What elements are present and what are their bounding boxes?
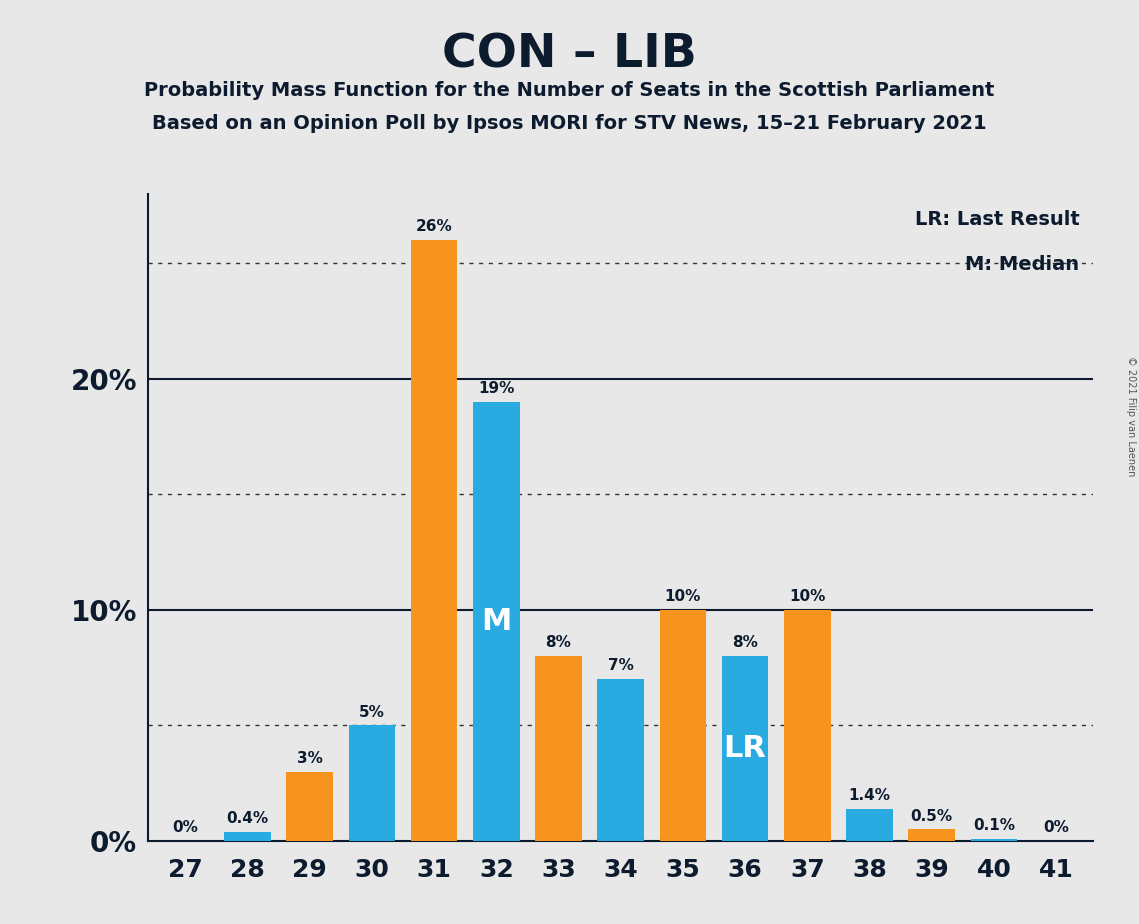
Text: 1.4%: 1.4% [849,788,891,803]
Bar [598,679,644,841]
Text: 0.1%: 0.1% [973,818,1015,833]
Text: 0%: 0% [1043,821,1070,835]
Bar [535,656,582,841]
Text: 10%: 10% [789,590,826,604]
Text: 5%: 5% [359,705,385,720]
Text: M: M [481,607,511,636]
Text: 19%: 19% [478,382,515,396]
Text: 0.4%: 0.4% [227,811,269,826]
Text: LR: LR [723,734,767,763]
Text: CON – LIB: CON – LIB [442,32,697,78]
Text: 0%: 0% [172,821,198,835]
Bar [473,402,519,841]
Bar [784,610,830,841]
Bar [659,610,706,841]
Text: 10%: 10% [665,590,702,604]
Bar [411,240,458,841]
Text: Probability Mass Function for the Number of Seats in the Scottish Parliament: Probability Mass Function for the Number… [145,81,994,101]
Bar [846,808,893,841]
Text: 7%: 7% [608,659,633,674]
Text: © 2021 Filip van Laenen: © 2021 Filip van Laenen [1126,356,1136,476]
Text: 3%: 3% [297,751,322,766]
Bar [722,656,769,841]
Bar [970,839,1017,841]
Text: M: Median: M: Median [965,256,1080,274]
Text: 26%: 26% [416,220,452,235]
Bar [909,830,956,841]
Bar [224,832,271,841]
Text: 8%: 8% [732,636,759,650]
Text: 0.5%: 0.5% [911,808,953,823]
Bar [286,772,333,841]
Bar [349,725,395,841]
Text: Based on an Opinion Poll by Ipsos MORI for STV News, 15–21 February 2021: Based on an Opinion Poll by Ipsos MORI f… [153,114,986,133]
Text: 8%: 8% [546,636,572,650]
Text: LR: Last Result: LR: Last Result [915,211,1080,229]
